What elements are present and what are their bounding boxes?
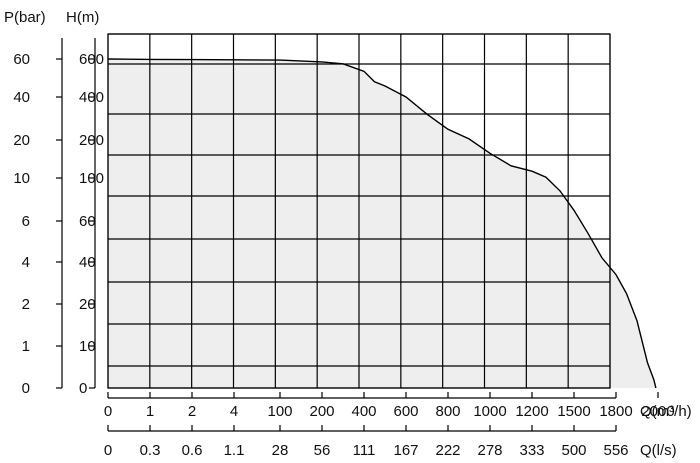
flow-ls-tick-label-10: 333 [519,442,544,459]
pressure-tick-label-5: 4 [22,254,30,271]
flow-m3h-tick-label-6: 400 [351,403,376,420]
pressure-tick-label-4: 6 [22,213,30,230]
pressure-tick-label-2: 20 [13,132,30,149]
head-tick-label-7: 10 [79,338,96,355]
flow-m3h-tick-label-11: 1500 [557,403,590,420]
flow-ls-tick-label-1: 0.3 [140,442,161,459]
pressure-tick-label-8: 0 [22,380,30,397]
flow-ls-axis-title: Q(l/s) [640,442,677,459]
flow-m3h-tick-label-5: 200 [309,403,334,420]
flow-m3h-tick-label-1: 1 [146,403,154,420]
pressure-tick-label-7: 1 [22,338,30,355]
head-axis-title: H(m) [66,9,99,26]
pressure-tick-label-1: 40 [13,89,30,106]
flow-ls-tick-label-8: 222 [435,442,460,459]
flow-ls-tick-label-12: 556 [603,442,628,459]
flow-ls-tick-label-3: 1.1 [224,442,245,459]
flow-ls-tick-label-6: 111 [353,442,376,459]
flow-ls-tick-label-2: 0.6 [182,442,203,459]
flow-ls-tick-label-5: 56 [314,442,331,459]
curve-area-layer [107,58,657,389]
flow-ls-tick-label-9: 278 [477,442,502,459]
head-tick-label-6: 20 [79,296,96,313]
pressure-tick-label-0: 60 [13,51,30,68]
head-tick-label-8: 0 [79,380,87,397]
head-tick-label-4: 60 [79,213,96,230]
flow-m3h-tick-label-3: 4 [230,403,238,420]
flow-m3h-tick-label-9: 1000 [473,403,506,420]
flow-ls-tick-label-4: 28 [272,442,289,459]
flow-m3h-tick-label-12: 1800 [599,403,632,420]
pressure-tick-label-3: 10 [13,170,30,187]
head-tick-label-1: 400 [79,89,104,106]
head-tick-label-0: 600 [79,51,104,68]
pressure-tick-label-6: 2 [22,296,30,313]
head-tick-label-3: 100 [79,170,104,187]
head-tick-label-5: 40 [79,254,96,271]
flow-m3h-tick-label-10: 1200 [515,403,548,420]
flow-m3h-axis-title: Q(m³/h) [640,403,692,420]
flow-ls-tick-label-11: 500 [561,442,586,459]
grid-layer [107,33,611,389]
flow-ls-tick-label-7: 167 [393,442,418,459]
head-tick-label-2: 200 [79,132,104,149]
flow-m3h-tick-label-8: 800 [435,403,460,420]
flow-m3h-tick-label-2: 2 [188,403,196,420]
flow-m3h-tick-label-4: 100 [267,403,292,420]
flow-m3h-tick-label-13: 2000 [641,403,674,420]
curve-line [107,58,657,389]
flow-ls-tick-label-0: 0 [104,442,112,459]
flow-m3h-tick-label-7: 600 [393,403,418,420]
pressure-axis-title: P(bar) [4,9,46,26]
flow-m3h-tick-label-0: 0 [104,403,112,420]
curve-fill [108,59,656,388]
